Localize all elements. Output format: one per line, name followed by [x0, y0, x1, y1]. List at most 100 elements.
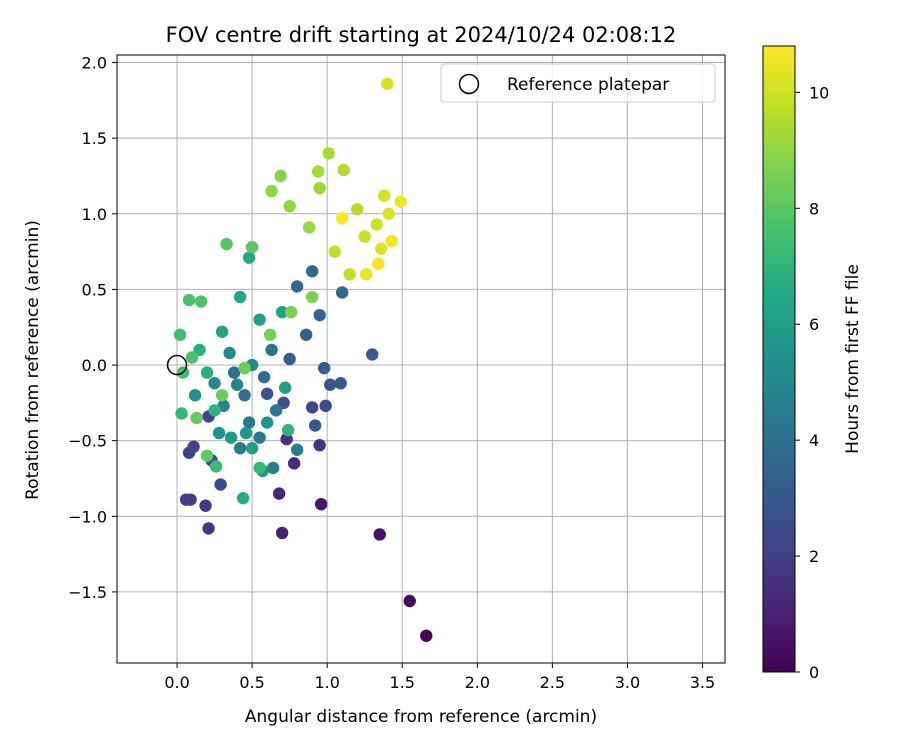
data-point-18 [319, 399, 332, 413]
data-point-1 [403, 594, 416, 608]
data-point-8 [313, 439, 326, 452]
x-tick-label: 3.0 [615, 673, 640, 692]
data-point-74 [220, 237, 233, 251]
data-point-71 [185, 351, 199, 364]
data-point-30 [335, 286, 349, 299]
data-point-101 [385, 234, 398, 248]
data-point-38 [242, 416, 256, 429]
colorbar-tick-label: 6 [809, 315, 819, 334]
colorbar-label: Hours from first FF file [843, 264, 863, 454]
data-point-84 [265, 184, 278, 198]
data-point-26 [308, 419, 322, 432]
data-point-17 [305, 401, 319, 414]
colorbar-tick-label: 8 [809, 199, 819, 218]
data-point-79 [238, 361, 251, 375]
data-point-56 [253, 313, 266, 326]
x-tick-label: 2.5 [540, 673, 565, 692]
data-point-24 [366, 348, 379, 361]
x-tick-label: 0.0 [164, 673, 189, 692]
reference-platepar-marker [166, 354, 188, 376]
x-axis-label: Angular distance from reference (arcmin) [245, 707, 597, 727]
x-tick-label: 1.0 [314, 673, 339, 692]
colorbar-tick-label: 0 [809, 663, 819, 682]
data-point-23 [334, 376, 347, 390]
y-tick-label: 0.5 [82, 280, 107, 299]
data-point-75 [245, 240, 259, 254]
data-point-91 [350, 203, 364, 216]
data-point-34 [238, 389, 251, 402]
x-tick-label: 2.0 [465, 673, 490, 692]
data-point-3 [314, 497, 328, 511]
data-point-40 [233, 442, 247, 455]
data-point-53 [224, 431, 238, 444]
data-point-81 [284, 305, 298, 319]
data-point-25 [317, 361, 331, 375]
data-point-102 [372, 257, 385, 270]
data-point-88 [311, 165, 325, 178]
data-point-77 [190, 411, 203, 425]
data-point-98 [375, 242, 388, 255]
data-point-58 [215, 325, 229, 338]
data-point-27 [283, 352, 296, 366]
y-tick-label: −1.0 [68, 507, 107, 526]
data-point-42 [266, 461, 280, 475]
data-point-103 [335, 212, 349, 225]
axes-frame [116, 54, 726, 664]
y-tick-label: 2.0 [82, 54, 107, 73]
colorbar-tick-label: 10 [809, 83, 829, 102]
legend-marker-reference [458, 73, 480, 95]
data-point-67 [253, 461, 266, 475]
data-point-59 [233, 290, 247, 304]
data-point-20 [277, 396, 290, 410]
data-point-41 [290, 443, 304, 456]
data-point-66 [175, 407, 188, 420]
data-point-10 [199, 499, 212, 512]
data-point-85 [283, 200, 296, 213]
data-point-65 [281, 423, 295, 437]
data-point-70 [173, 328, 187, 342]
data-point-14 [187, 440, 200, 453]
scatter-points [173, 77, 433, 642]
colorbar-tick-label: 4 [809, 431, 819, 450]
data-point-60 [242, 251, 256, 264]
data-point-90 [337, 163, 350, 177]
data-point-76 [200, 449, 214, 462]
colorbar-gradient [763, 46, 795, 672]
data-point-31 [290, 280, 304, 293]
data-point-72 [182, 293, 196, 307]
data-point-36 [265, 343, 278, 357]
data-point-16 [214, 478, 227, 491]
data-point-29 [313, 308, 326, 322]
y-tick-label: 1.5 [82, 129, 107, 148]
data-point-6 [287, 457, 301, 470]
data-point-0 [420, 629, 433, 642]
data-point-32 [305, 265, 319, 278]
data-point-54 [245, 442, 259, 455]
data-point-2 [373, 528, 386, 541]
data-point-63 [193, 343, 206, 357]
data-point-35 [227, 366, 241, 379]
data-point-61 [236, 491, 250, 505]
data-point-93 [343, 268, 356, 281]
data-point-73 [194, 295, 208, 308]
data-point-64 [208, 404, 221, 417]
y-tick-label: 0.0 [82, 356, 107, 375]
y-tick-label: −0.5 [68, 432, 107, 451]
x-axis-ticks: 0.0 0.5 1.0 1.5 2.0 2.5 3.0 3.5 [164, 663, 715, 692]
colorbar-tick-label: 2 [809, 547, 819, 566]
y-tick-label: −1.5 [68, 583, 107, 602]
data-point-5 [272, 487, 286, 500]
data-point-62 [200, 366, 214, 379]
data-point-80 [263, 328, 277, 342]
data-point-46 [223, 346, 236, 360]
data-point-86 [302, 221, 316, 234]
data-point-45 [208, 376, 221, 390]
data-point-95 [370, 218, 383, 231]
data-point-78 [215, 389, 229, 402]
data-point-100 [394, 195, 407, 208]
colorbar-frame [762, 45, 796, 673]
data-point-39 [253, 431, 266, 444]
data-point-57 [275, 305, 289, 319]
